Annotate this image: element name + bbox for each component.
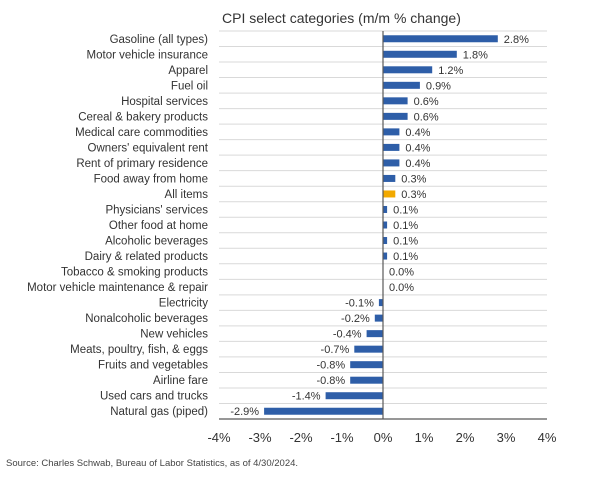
x-tick-label: -1%	[330, 430, 354, 445]
category-label: Apparel	[168, 65, 208, 77]
bar	[383, 174, 396, 182]
source-note: Source: Charles Schwab, Bureau of Labor …	[6, 458, 298, 469]
category-label: Nonalcoholic beverages	[85, 313, 208, 325]
bar	[350, 361, 383, 369]
bar	[366, 330, 383, 338]
bar	[354, 345, 383, 353]
x-tick-label: -3%	[248, 430, 272, 445]
x-tick-label: 2%	[456, 430, 475, 445]
x-tick-label: -4%	[207, 430, 231, 445]
value-label: 0.1%	[393, 236, 418, 248]
value-label: 0.6%	[414, 111, 439, 123]
bar	[383, 66, 433, 74]
category-label: Motor vehicle maintenance & repair	[27, 282, 208, 294]
category-label: Natural gas (piped)	[110, 406, 208, 418]
bar	[264, 407, 383, 415]
category-label: Alcoholic beverages	[105, 236, 208, 248]
category-label: Electricity	[159, 298, 208, 310]
value-label: 2.8%	[504, 34, 529, 46]
category-label: Owners' equivalent rent	[88, 142, 209, 154]
category-label: Rent of primary residence	[76, 158, 208, 170]
category-label: Gasoline (all types)	[110, 34, 209, 46]
value-label: 0.0%	[389, 267, 414, 279]
value-label: -0.7%	[321, 344, 350, 356]
x-tick-label: 4%	[538, 430, 557, 445]
category-label: Fruits and vegetables	[98, 360, 208, 372]
value-label: 0.6%	[414, 96, 439, 108]
bar	[383, 97, 408, 105]
value-label: 1.8%	[463, 49, 488, 61]
bar	[383, 205, 388, 213]
category-label: Tobacco & smoking products	[61, 267, 208, 279]
x-tick-label: 1%	[415, 430, 434, 445]
value-label: 0.9%	[426, 80, 451, 92]
value-label: 0.3%	[401, 189, 426, 201]
bar	[383, 190, 396, 198]
value-labels: 2.8% 1.8%1.2% 0.9% 0.6% 0.6% 0.4% 0.4% 0.4% 0.3%…	[230, 34, 529, 418]
bar	[383, 81, 420, 89]
bar	[383, 159, 400, 167]
bar	[383, 252, 388, 260]
category-label: Cereal & bakery products	[78, 111, 208, 123]
bar	[383, 112, 408, 120]
bar	[374, 314, 383, 322]
value-label: -0.1%	[345, 298, 374, 310]
value-label: 0.0%	[389, 282, 414, 294]
value-label: -0.8%	[316, 375, 345, 387]
bar	[383, 221, 388, 229]
bar	[383, 50, 457, 58]
category-label: Physicians' services	[105, 204, 208, 216]
chart-title: CPI select categories (m/m % change)	[222, 10, 461, 26]
value-label: 0.4%	[405, 158, 430, 170]
bar	[325, 392, 383, 400]
category-label: All items	[165, 189, 209, 201]
value-label: 0.4%	[405, 142, 430, 154]
value-label: -2.9%	[230, 406, 259, 418]
x-tick-label: -2%	[289, 430, 313, 445]
value-label: -0.4%	[333, 329, 362, 341]
category-label: Meats, poultry, fish, & eggs	[70, 344, 208, 356]
value-label: 1.2%	[438, 65, 463, 77]
category-label: Food away from home	[94, 173, 208, 185]
bar	[383, 143, 400, 151]
bar	[383, 128, 400, 136]
category-label: Hospital services	[121, 96, 208, 108]
category-label: Medical care commodities	[75, 127, 208, 139]
bar	[383, 237, 388, 245]
value-label: 0.3%	[401, 173, 426, 185]
value-label: 0.1%	[393, 220, 418, 232]
bar	[350, 376, 383, 384]
category-label: Dairy & related products	[85, 251, 209, 263]
category-label: Motor vehicle insurance	[87, 49, 208, 61]
category-label: Used cars and trucks	[100, 391, 208, 403]
x-tick-label: 0%	[374, 430, 393, 445]
x-tick-label: 3%	[497, 430, 516, 445]
x-tick-labels: -4% -3% -2% -1% 0% 1% 2% 3% 4%	[207, 430, 556, 445]
bar	[378, 299, 383, 307]
bars	[264, 35, 498, 415]
value-label: 0.4%	[405, 127, 430, 139]
category-label: Other food at home	[109, 220, 208, 232]
category-labels: Gasoline (all types) Motor vehicle insura…	[27, 34, 209, 418]
category-label: Fuel oil	[171, 80, 208, 92]
category-label: New vehicles	[140, 329, 208, 341]
bar	[383, 35, 498, 43]
value-label: -1.4%	[292, 391, 321, 403]
value-label: 0.1%	[393, 251, 418, 263]
value-label: 0.1%	[393, 204, 418, 216]
value-label: -0.2%	[341, 313, 370, 325]
value-label: -0.8%	[316, 360, 345, 372]
category-label: Airline fare	[153, 375, 208, 387]
